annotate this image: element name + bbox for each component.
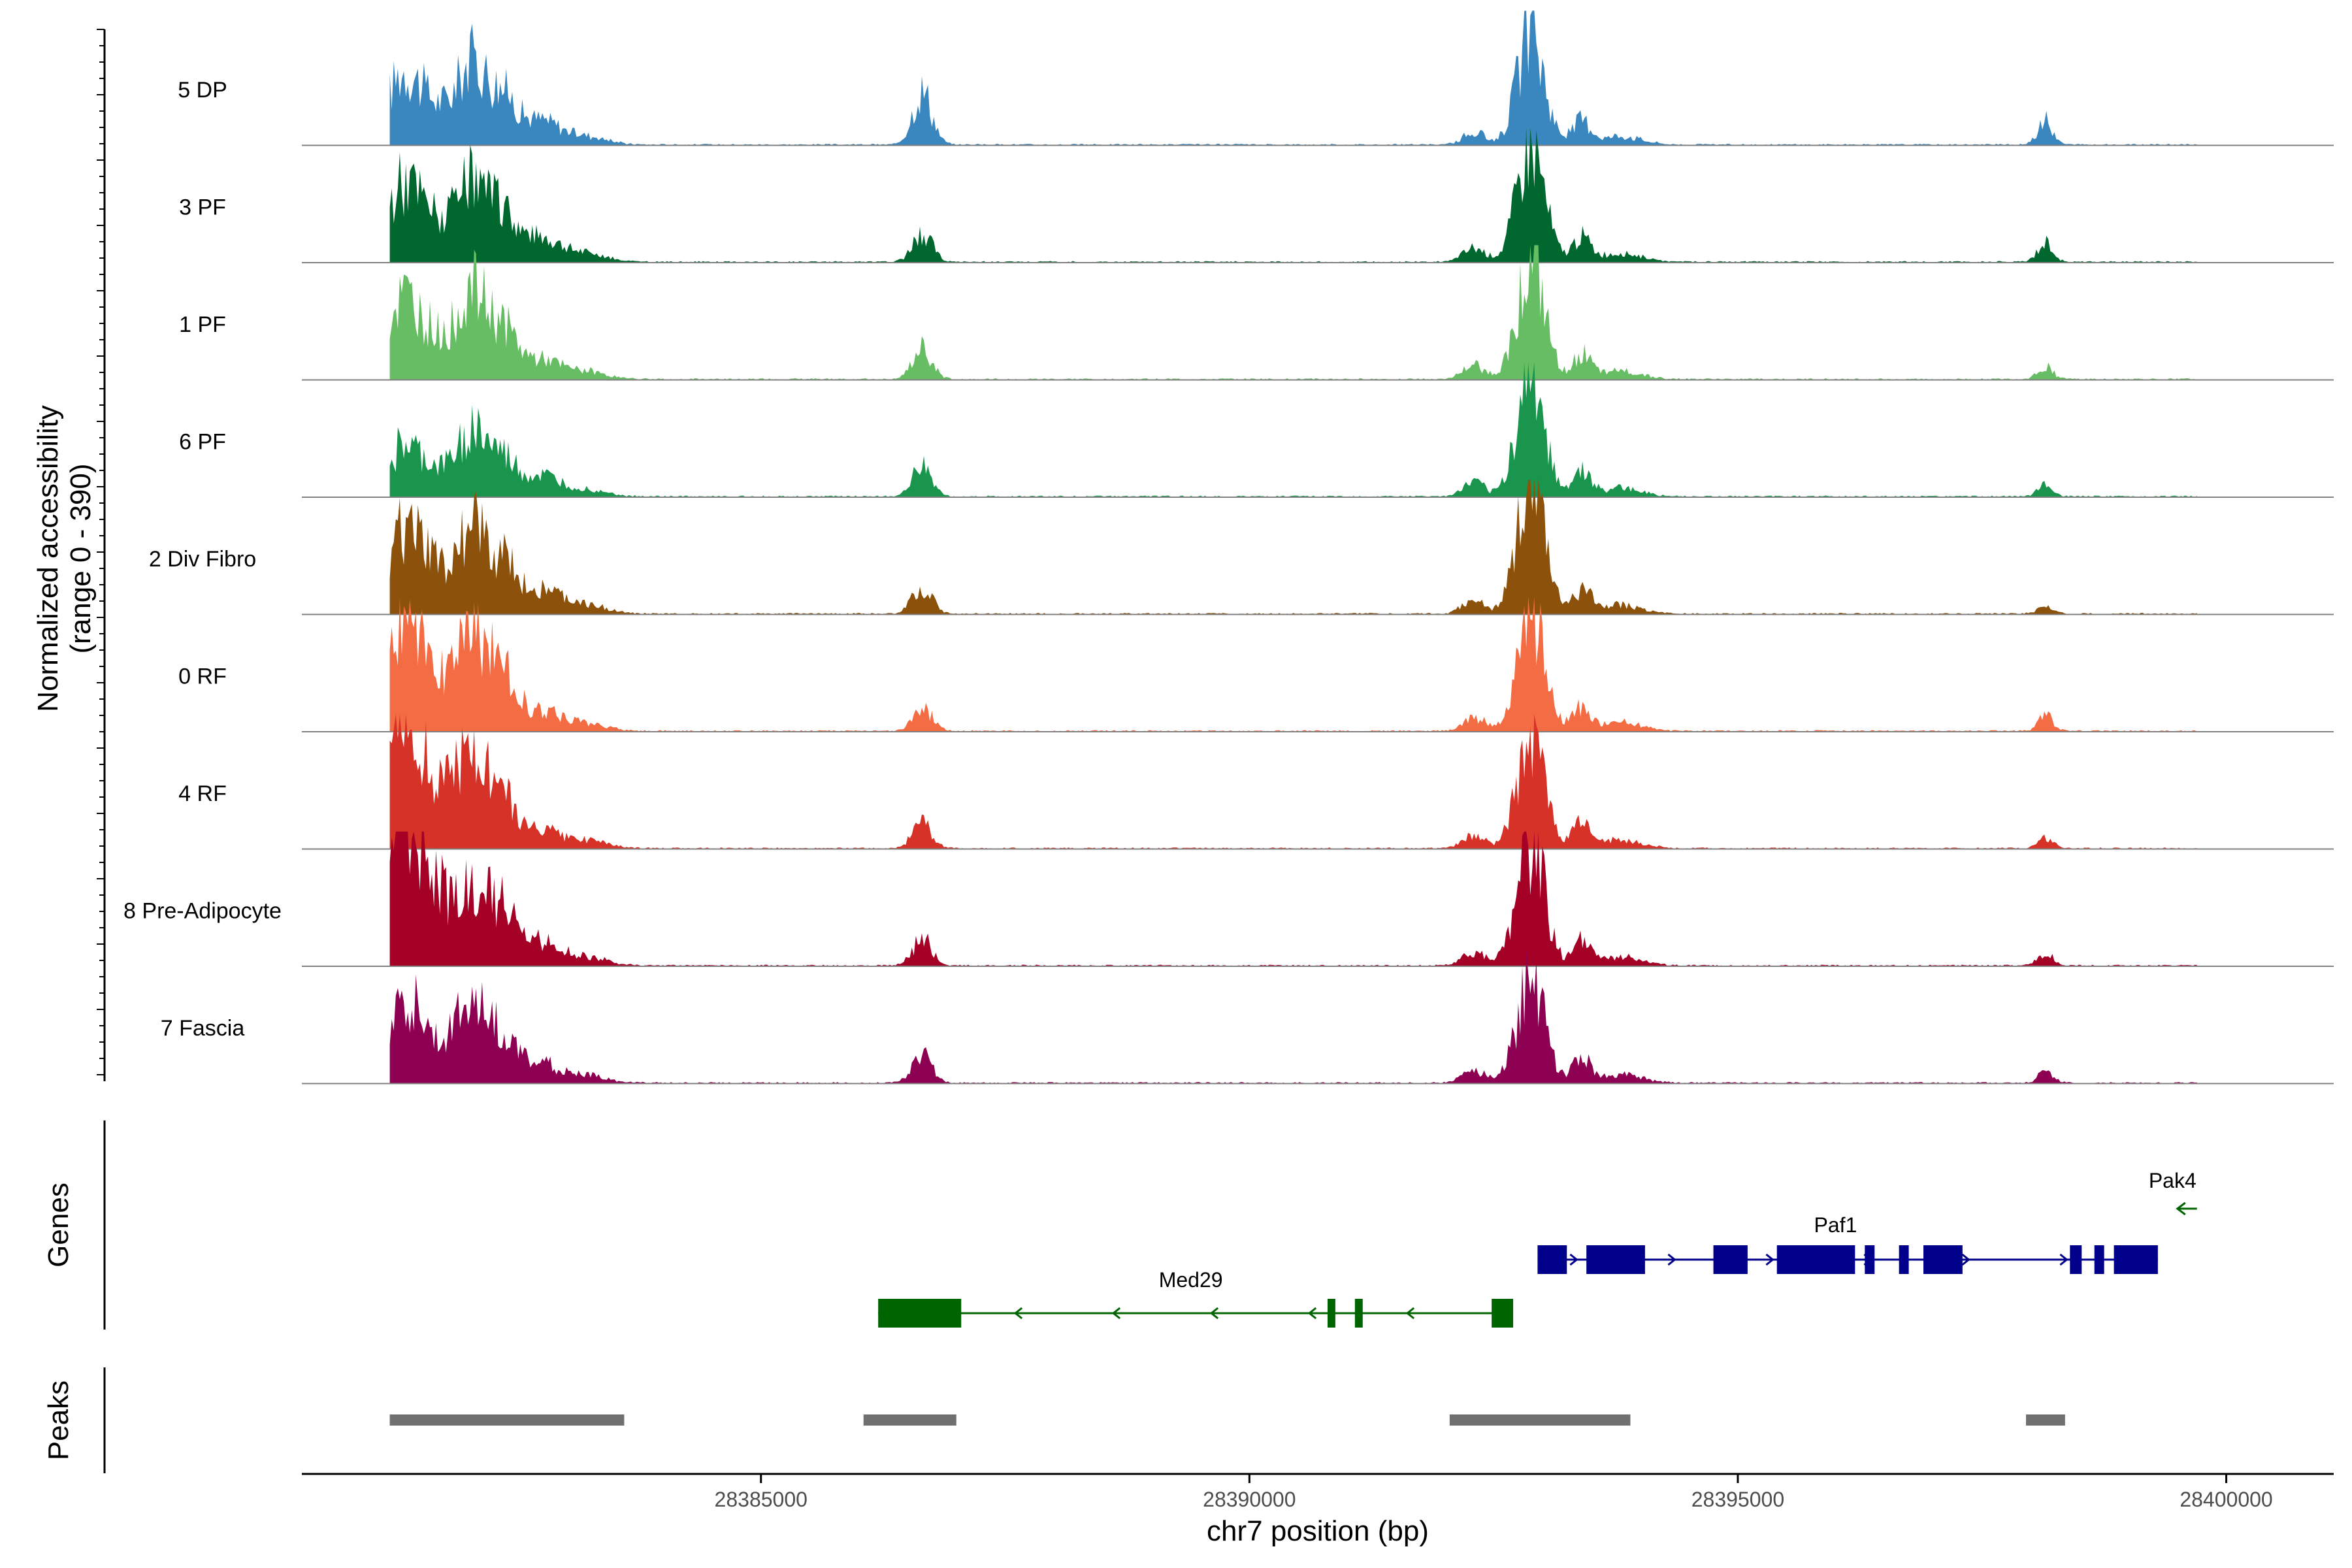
gene-exon [1492, 1299, 1514, 1328]
gene-label: Pak4 [2149, 1169, 2197, 1192]
coverage-area [389, 10, 2197, 146]
gene-exon [1865, 1245, 1875, 1274]
strand-chevron [1209, 1307, 1219, 1320]
gene-med29: Med29 [878, 1268, 1514, 1328]
track-label: 8 Pre-Adipocyte [123, 899, 282, 924]
gene-exon [1713, 1245, 1748, 1274]
coverage-y-axis-title: Normalized accessibility (range 0 - 390) [32, 405, 97, 711]
coverage-area [389, 831, 2197, 966]
gene-label: Med29 [1159, 1268, 1223, 1292]
x-tick-label: 28385000 [715, 1488, 808, 1511]
track-label: 0 RF [178, 664, 227, 689]
peak-bar [863, 1414, 956, 1426]
y-axis-label: Normalized accessibility [32, 405, 64, 711]
gene-annotations: Med29 Paf1 Pak4 [878, 1169, 2197, 1328]
coverage-track: 0 RF [178, 596, 2334, 732]
coverage-area [389, 596, 2197, 732]
strand-chevron [1111, 1307, 1121, 1320]
peak-bar [389, 1414, 625, 1426]
strand-chevron [1765, 1253, 1774, 1266]
coverage-area [389, 127, 2197, 263]
coverage-y-axis [97, 29, 106, 1081]
strand-chevron [2059, 1253, 2068, 1266]
gene-exon [1899, 1245, 1909, 1274]
track-label: 2 Div Fibro [149, 547, 256, 572]
x-tick-label: 28400000 [2180, 1488, 2272, 1511]
track-label: 5 DP [178, 78, 227, 103]
peak-bar [1449, 1414, 1631, 1426]
peaks-track-title: Peaks [42, 1380, 74, 1460]
track-label: 6 PF [179, 430, 226, 455]
x-tick-label: 28390000 [1203, 1488, 1296, 1511]
coverage-tracks: 5 DP 3 PF 1 PF 6 PF 2 Div Fibro 0 RF 4 RF 8 Pre… [123, 10, 2334, 1085]
x-axis-ticks: 28385000 28390000 28395000 28400000 [715, 1474, 2273, 1511]
gene-label: Paf1 [1814, 1213, 1857, 1237]
strand-chevron [1569, 1253, 1578, 1266]
coverage-area [389, 714, 2197, 849]
coverage-area [389, 949, 2197, 1084]
coverage-track: 6 PF [179, 362, 2334, 498]
coverage-track: 1 PF [179, 245, 2334, 381]
gene-exon [1586, 1245, 1645, 1274]
peaks-panel: Peaks [42, 1367, 2065, 1473]
x-axis: 28385000 28390000 28395000 28400000 chr7 po… [302, 1473, 2334, 1547]
gene-arrow-head [2176, 1201, 2186, 1216]
gene-paf1: Paf1 [1537, 1213, 2158, 1274]
strand-chevron [1667, 1253, 1676, 1266]
track-label: 3 PF [179, 195, 226, 220]
y-axis-range: (range 0 - 390) [65, 463, 97, 653]
track-label: 4 RF [178, 781, 227, 806]
gene-exon [878, 1299, 962, 1328]
genes-panel: Genes Med29 Paf1 Pak4 [42, 1120, 2197, 1330]
gene-exon [1923, 1245, 1963, 1274]
gene-exon [2070, 1245, 2082, 1274]
coverage-track: 4 RF [178, 714, 2334, 850]
coverage-track: 5 DP [178, 10, 2334, 146]
strand-chevron [1961, 1253, 1970, 1266]
coverage-area [389, 245, 2197, 380]
gene-exon [1327, 1299, 1335, 1328]
coverage-area [389, 362, 2197, 497]
coverage-track: 7 Fascia [161, 949, 2334, 1085]
coverage-track: 3 PF [179, 127, 2334, 263]
genes-track-title: Genes [42, 1183, 74, 1267]
track-label: 1 PF [179, 312, 226, 337]
strand-chevron [1013, 1307, 1023, 1320]
gene-pak4: Pak4 [2149, 1169, 2197, 1216]
gene-exon [1776, 1245, 1855, 1274]
track-label: 7 Fascia [161, 1016, 245, 1041]
coverage-area [389, 480, 2197, 615]
coverage-track: 2 Div Fibro [149, 480, 2334, 615]
peak-regions [389, 1414, 2065, 1426]
gene-exon [1537, 1245, 1567, 1274]
gene-exon [2094, 1245, 2104, 1274]
x-axis-label: chr7 position (bp) [1207, 1515, 1429, 1547]
gene-exon [1354, 1299, 1363, 1328]
peak-bar [2026, 1414, 2065, 1426]
strand-chevron [1405, 1307, 1415, 1320]
strand-chevron [1307, 1307, 1317, 1320]
gene-exon [2114, 1245, 2158, 1274]
coverage-track: 8 Pre-Adipocyte [123, 831, 2334, 967]
x-tick-label: 28395000 [1691, 1488, 1784, 1511]
